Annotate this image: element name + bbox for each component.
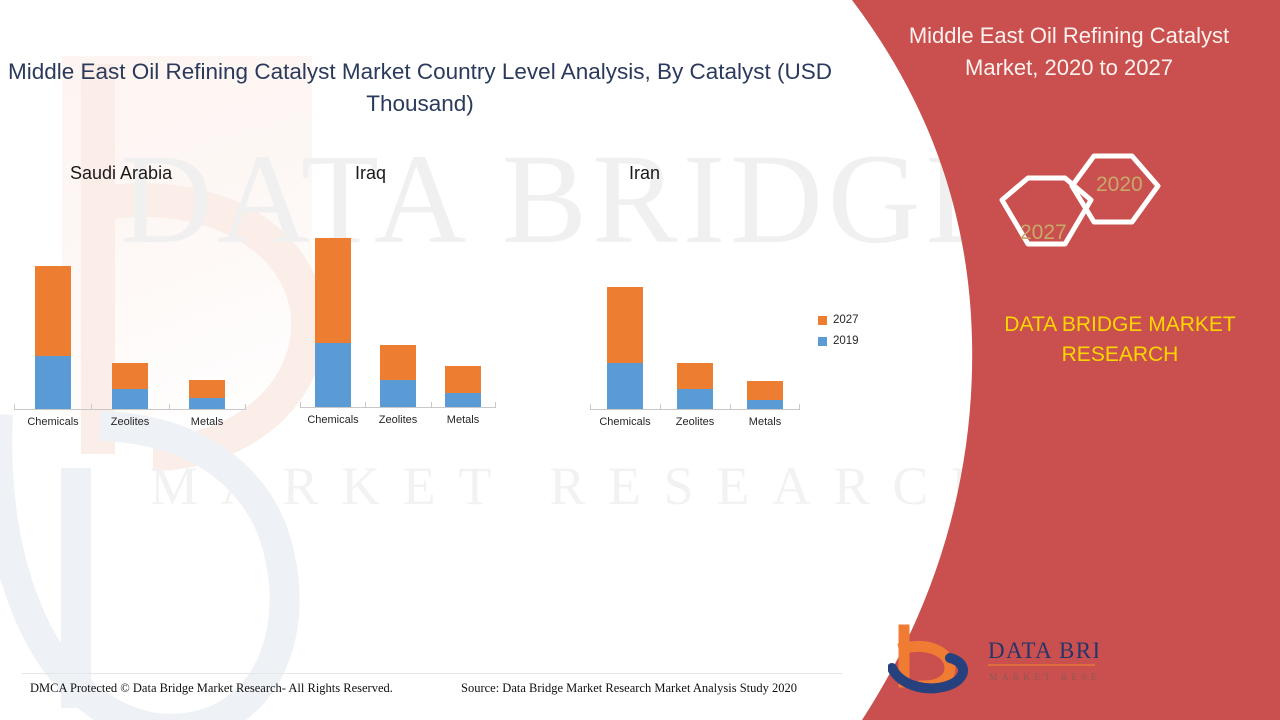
footer-dmca-notice: DMCA Protected © Data Bridge Market Rese… xyxy=(30,681,393,695)
chart-legend: 2027 2019 xyxy=(818,314,859,356)
bar-zeolites[interactable] xyxy=(112,363,148,409)
axis-tick xyxy=(245,404,246,410)
legend-swatch-icon xyxy=(818,336,827,346)
bar-segment-2027[interactable] xyxy=(677,363,713,389)
axis-tick xyxy=(590,404,591,410)
hexagon-label-2027: 2027 xyxy=(1020,221,1067,244)
bar-chemicals[interactable] xyxy=(315,238,351,407)
bar-segment-2019[interactable] xyxy=(315,343,351,407)
chart-iran: Chemicals Zeolites Metals xyxy=(590,258,800,428)
bar-segment-2019[interactable] xyxy=(677,389,713,409)
axis-tick xyxy=(495,402,496,408)
category-label-zeolites: Zeolites xyxy=(378,414,418,426)
chart-title: Middle East Oil Refining Catalyst Market… xyxy=(7,59,833,116)
bar-segment-2019[interactable] xyxy=(747,400,783,409)
bar-segment-2027[interactable] xyxy=(112,363,148,389)
category-label-metals: Metals xyxy=(446,414,480,426)
bar-segment-2027[interactable] xyxy=(315,238,351,343)
category-label-metals: Metals xyxy=(190,416,224,428)
category-label-metals: Metals xyxy=(748,416,782,428)
bar-segment-2019[interactable] xyxy=(607,363,643,409)
bar-metals[interactable] xyxy=(445,366,481,407)
category-label-zeolites: Zeolites xyxy=(110,416,150,428)
category-label-chemicals: Chemicals xyxy=(307,414,359,426)
bar-segment-2019[interactable] xyxy=(35,356,71,409)
logo-mark-icon xyxy=(888,624,968,694)
footer-source-note: Source: Data Bridge Market Research Mark… xyxy=(461,681,798,695)
legend-label: 2019 xyxy=(833,335,859,347)
bar-segment-2027[interactable] xyxy=(607,287,643,363)
hexagon-2027-icon xyxy=(999,175,1094,247)
axis-tick xyxy=(169,404,170,410)
logo-wordmark-bottom: MARKET RESEARCH xyxy=(989,673,1098,683)
bar-segment-2027[interactable] xyxy=(445,366,481,393)
brand-name: DATA BRIDGE MARKET RESEARCH xyxy=(1004,313,1236,366)
x-axis-line xyxy=(590,409,800,410)
bar-segment-2019[interactable] xyxy=(112,389,148,409)
logo-wordmark-top: DATA BRIDGE xyxy=(988,638,1098,663)
axis-tick xyxy=(300,402,301,408)
panel-title-iran: Iran xyxy=(629,163,661,183)
axis-tick xyxy=(730,404,731,410)
footer-divider xyxy=(22,673,842,674)
panel-title-iraq: Iraq xyxy=(355,163,387,183)
bar-segment-2027[interactable] xyxy=(380,345,416,380)
category-label-zeolites: Zeolites xyxy=(675,416,715,428)
panel-headline: Middle East Oil Refining Catalyst Market… xyxy=(908,23,1230,80)
bar-metals[interactable] xyxy=(747,381,783,409)
chart-iraq: Chemicals Zeolites Metals xyxy=(300,232,496,426)
hexagon-label-2020: 2020 xyxy=(1096,173,1143,196)
bar-segment-2019[interactable] xyxy=(380,380,416,407)
axis-tick xyxy=(91,404,92,410)
axis-tick xyxy=(660,404,661,410)
bar-zeolites[interactable] xyxy=(677,363,713,409)
axis-tick xyxy=(14,404,15,410)
data-bridge-logo: DATA BRIDGE MARKET RESEARCH xyxy=(888,624,1098,694)
bar-segment-2027[interactable] xyxy=(189,380,225,398)
hexagon-badges xyxy=(980,138,1180,273)
legend-item-2027[interactable]: 2027 xyxy=(818,314,859,326)
legend-label: 2027 xyxy=(833,314,859,326)
hexagon-2020-icon xyxy=(1069,153,1161,225)
bar-segment-2019[interactable] xyxy=(445,393,481,407)
bar-segment-2027[interactable] xyxy=(35,266,71,356)
legend-item-2019[interactable]: 2019 xyxy=(818,335,859,347)
category-label-chemicals: Chemicals xyxy=(27,416,79,428)
axis-tick xyxy=(365,402,366,408)
bar-chemicals[interactable] xyxy=(35,266,71,409)
axis-tick xyxy=(431,402,432,408)
legend-swatch-icon xyxy=(818,315,827,325)
x-axis-line xyxy=(14,409,246,410)
bar-segment-2027[interactable] xyxy=(747,381,783,400)
panel-title-saudi-arabia: Saudi Arabia xyxy=(70,163,173,183)
category-label-chemicals: Chemicals xyxy=(599,416,651,428)
chart-saudi-arabia: Chemicals Zeolites Metals xyxy=(14,248,246,428)
axis-tick xyxy=(799,404,800,410)
bar-segment-2019[interactable] xyxy=(189,398,225,409)
bar-zeolites[interactable] xyxy=(380,345,416,407)
x-axis-line xyxy=(300,407,496,408)
bar-chemicals[interactable] xyxy=(607,287,643,409)
bar-metals[interactable] xyxy=(189,380,225,409)
